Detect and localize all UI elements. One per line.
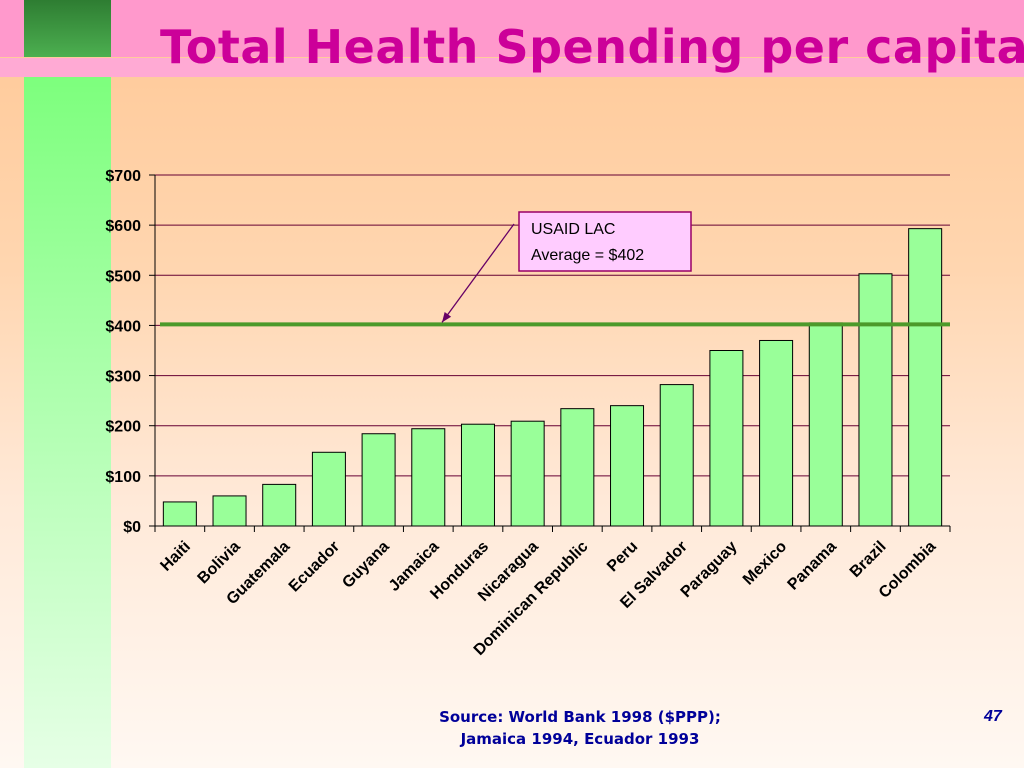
annotation-line-2: Average = $402 (531, 247, 644, 264)
y-tick-labels: $0 $100 $200 $300 $400 $500 $600 $700 (105, 168, 141, 536)
bar (908, 228, 943, 527)
x-tick-label: Peru (604, 538, 641, 575)
annotation-line-1: USAID LAC (531, 221, 615, 238)
page-number: 47 (984, 708, 1002, 725)
bar (262, 483, 297, 527)
bar (411, 428, 446, 527)
y-tick-label: $700 (105, 168, 141, 185)
bar (460, 423, 495, 527)
x-tick-label: Mexico (740, 538, 791, 589)
axes (149, 174, 951, 532)
x-tick-labels: Haiti BoliviaGuatemalaEcuadorGuyanaJamaic… (157, 538, 939, 659)
side-accent-bar (24, 77, 111, 768)
header-accent-block (24, 0, 111, 57)
bar (510, 420, 545, 527)
source-note: Source: World Bank 1998 ($PPP); Jamaica … (410, 706, 750, 750)
source-line-1: Source: World Bank 1998 ($PPP); (439, 708, 721, 726)
bar (659, 384, 694, 527)
y-tick-label: $600 (105, 218, 141, 235)
x-tick-label: Ecuador (286, 538, 343, 595)
x-tick-label: Bolivia (195, 538, 244, 587)
bar (162, 501, 197, 527)
source-line-2: Jamaica 1994, Ecuador 1993 (460, 730, 700, 748)
x-tick-label: Guyana (339, 538, 393, 592)
x-tick-label: Haiti (157, 538, 194, 575)
y-tick-label: $100 (105, 469, 141, 486)
bar (858, 273, 893, 527)
x-tick-label: Panama (785, 538, 840, 593)
bar (709, 350, 744, 527)
bar (560, 408, 595, 527)
header-stripe (0, 58, 1024, 77)
bar (311, 451, 346, 527)
bar (610, 405, 645, 527)
annotation-box (518, 211, 692, 272)
bar (808, 322, 843, 527)
y-tick-label: $400 (105, 318, 141, 335)
annotation-arrow (441, 223, 515, 323)
annotation-arrowhead (442, 311, 452, 323)
bar (212, 495, 247, 527)
x-tick-label: Brazil (847, 538, 890, 581)
y-tick-label: $300 (105, 369, 141, 386)
y-tick-label: $200 (105, 419, 141, 436)
header-band (0, 0, 1024, 57)
slide-title: Total Health Spending per capita (160, 20, 1024, 74)
bar (759, 339, 794, 527)
bars (162, 228, 943, 527)
y-tick-label: $0 (123, 519, 141, 536)
average-annotation: USAID LAC Average = $402 (441, 211, 692, 323)
y-tick-label: $500 (105, 268, 141, 285)
bar (361, 433, 396, 527)
